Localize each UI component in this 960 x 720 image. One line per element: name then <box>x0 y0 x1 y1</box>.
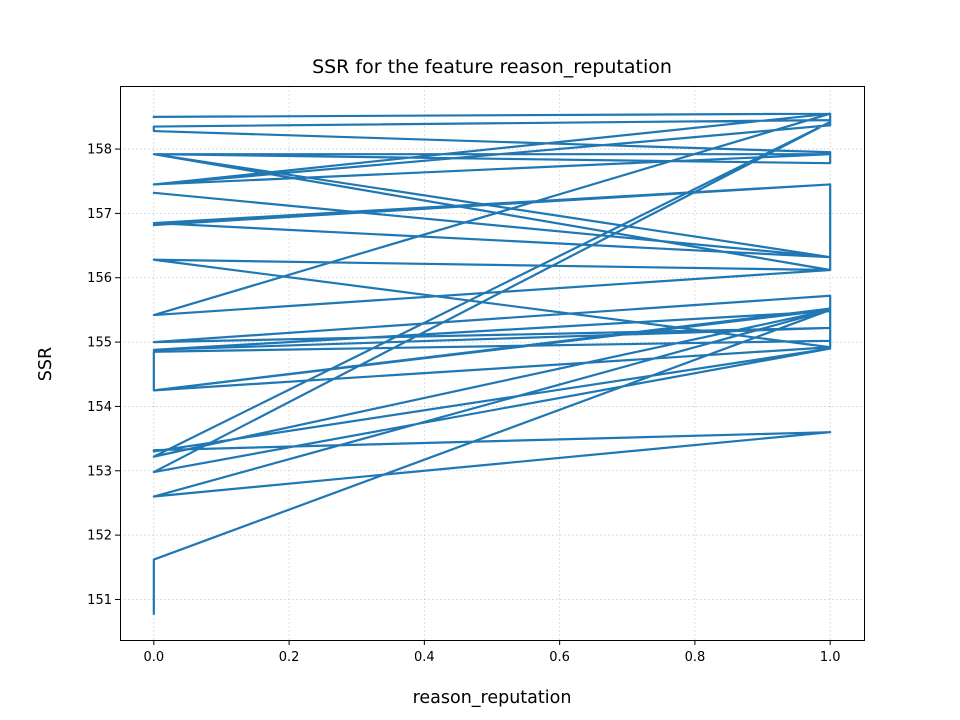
y-axis-label: SSR <box>36 347 56 381</box>
y-tick-label: 154 <box>87 400 112 415</box>
y-tick-label: 151 <box>87 593 112 608</box>
x-tick-label: 1.0 <box>820 650 841 665</box>
chart-title: SSR for the feature reason_reputation <box>312 56 672 78</box>
grid-lines <box>120 86 864 640</box>
y-tick-label: 153 <box>87 464 112 479</box>
y-tick-label: 155 <box>87 336 112 351</box>
x-tick-label: 0.4 <box>414 650 435 665</box>
y-axis: 151 152 153 154 155 156 157 158 <box>87 143 120 608</box>
y-tick-label: 158 <box>87 143 112 158</box>
plot-frame <box>120 86 865 641</box>
x-tick-label: 0.0 <box>143 650 164 665</box>
y-tick-label: 157 <box>87 207 112 222</box>
series-layer <box>152 112 832 615</box>
x-axis: 0.0 0.2 0.4 0.6 0.8 1.0 <box>143 640 841 665</box>
series-line <box>152 112 832 615</box>
y-tick-label: 156 <box>87 271 112 286</box>
x-axis-label: reason_reputation <box>413 688 572 708</box>
x-tick-label: 0.2 <box>279 650 300 665</box>
y-tick-label: 152 <box>87 529 112 544</box>
x-tick-label: 0.6 <box>549 650 570 665</box>
x-tick-label: 0.8 <box>685 650 706 665</box>
